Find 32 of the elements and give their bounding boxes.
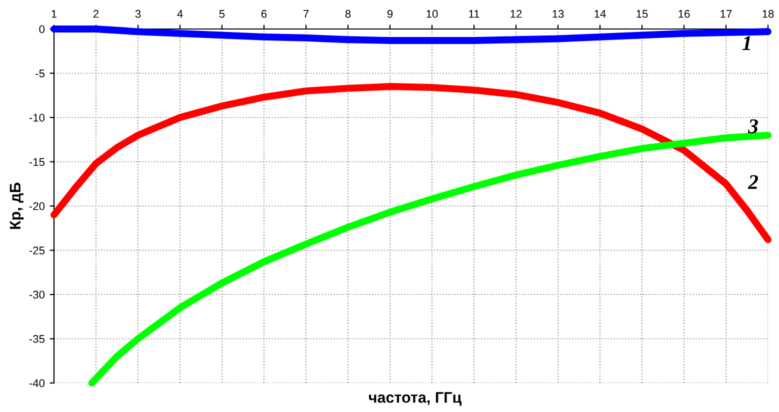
y-tick-label: -30 <box>29 290 45 299</box>
y-tick-label: 0 <box>39 25 45 34</box>
x-tick-label: 11 <box>469 10 480 18</box>
x-tick-label: 6 <box>261 10 267 18</box>
series-label: 1 <box>742 36 750 50</box>
x-tick-label: 4 <box>177 10 183 18</box>
x-tick-label: 15 <box>636 10 648 18</box>
x-tick-label: 18 <box>762 10 774 18</box>
x-tick-label: 5 <box>219 10 225 18</box>
x-tick-label: 3 <box>135 10 141 18</box>
x-tick-label: 9 <box>387 10 393 18</box>
y-tick-label: -15 <box>29 158 45 166</box>
series-label: 2 <box>748 175 758 189</box>
x-tick-label: 1 <box>52 10 57 18</box>
x-axis-title: частота, ГГц <box>368 392 462 406</box>
y-tick-label: -20 <box>29 202 45 210</box>
x-tick-label: 10 <box>426 10 438 18</box>
x-tick-label: 2 <box>93 10 99 18</box>
x-tick-label: 16 <box>678 10 690 18</box>
y-tick-label: -35 <box>29 335 45 343</box>
y-tick-label: -40 <box>29 379 45 388</box>
y-tick-label: -10 <box>29 114 45 122</box>
y-tick-label: -5 <box>36 70 45 78</box>
x-tick-label: 8 <box>345 10 351 18</box>
x-tick-label: 7 <box>303 10 309 18</box>
y-tick-label: -25 <box>29 246 45 254</box>
x-tick-label: 12 <box>510 10 522 18</box>
series-label: 3 <box>748 119 758 134</box>
x-tick-label: 17 <box>720 10 732 18</box>
x-tick-label: 14 <box>594 10 606 18</box>
x-tick-label: 13 <box>552 10 564 18</box>
y-axis-title: Кр, дБ <box>10 182 24 229</box>
